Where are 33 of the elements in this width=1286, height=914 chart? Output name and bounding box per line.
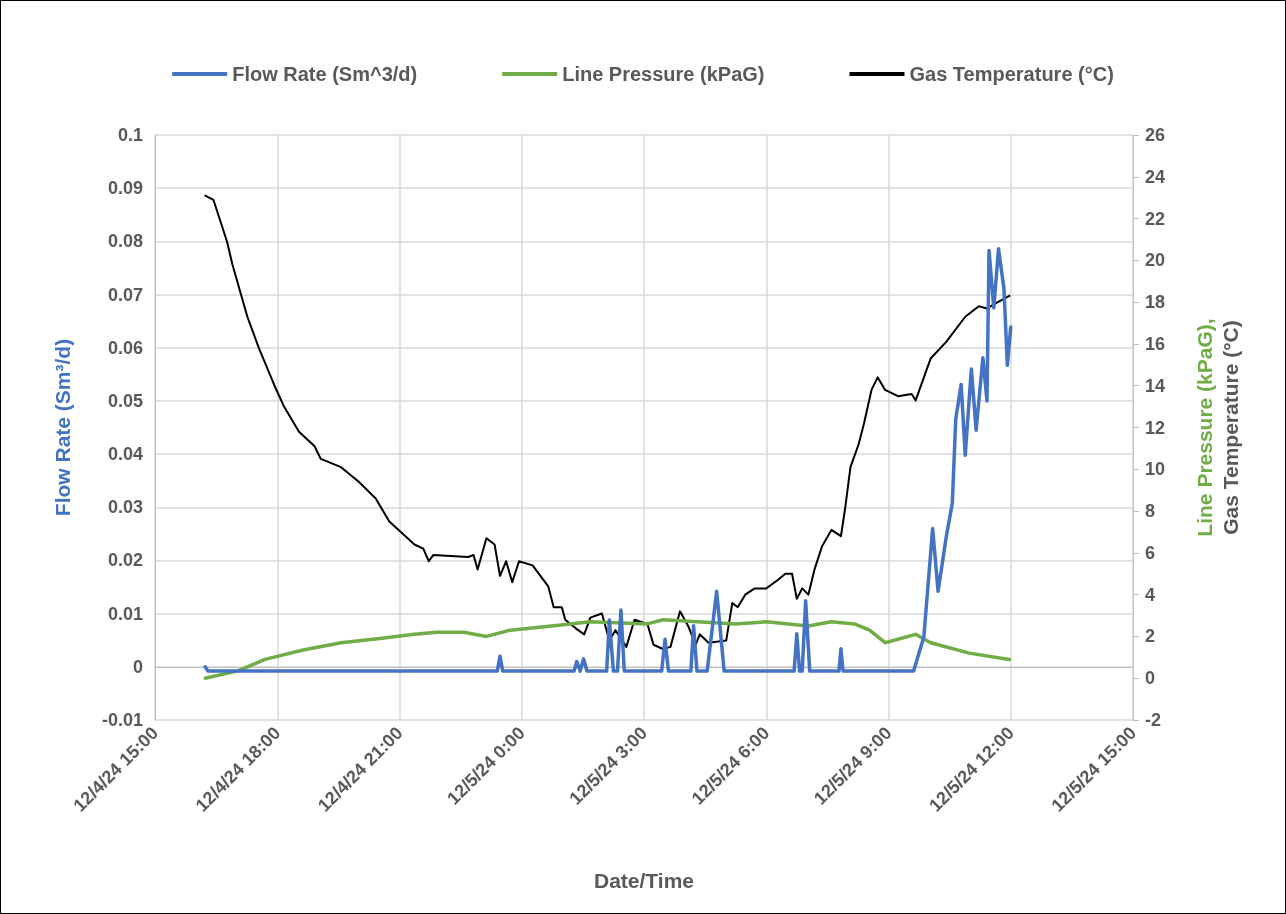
y-tick-label: 0.02 [107, 550, 143, 571]
y2-tick-label: 22 [1145, 208, 1166, 229]
y2-tick-label: 6 [1145, 542, 1156, 563]
y2-tick-label: 20 [1145, 250, 1166, 271]
y2-tick-label: 4 [1145, 584, 1156, 605]
y-tick-label: 0.01 [107, 603, 143, 624]
y2-tick-label: 26 [1145, 125, 1166, 145]
y-tick-label: -0.01 [101, 710, 143, 730]
y2-tick-label: 12 [1145, 417, 1166, 438]
y2-tick-label: -2 [1145, 710, 1162, 730]
y2-tick-label: 18 [1145, 292, 1166, 313]
y2-tick-label: 2 [1145, 626, 1156, 647]
y2-tick-label: 10 [1145, 459, 1166, 480]
legend-label: Gas Temperature (°C) [909, 63, 1114, 85]
legend-label: Flow Rate (Sm^3/d) [232, 63, 418, 85]
y-tick-label: 0.05 [107, 390, 143, 411]
legend-label: Line Pressure (kPaG) [562, 63, 765, 85]
y-tick-label: 0.1 [117, 125, 143, 145]
y-tick-label: 0.03 [107, 497, 143, 518]
y-tick-label: 0.04 [107, 444, 143, 465]
y2-tick-label: 24 [1145, 166, 1166, 187]
y-tick-label: 0.07 [107, 284, 143, 305]
y2-tick-label: 16 [1145, 333, 1166, 354]
y2-tick-label: 8 [1145, 501, 1156, 522]
y-tick-label: 0.06 [107, 337, 143, 358]
y2-tick-label: 14 [1145, 375, 1166, 396]
y-tick-label: 0.09 [107, 178, 143, 199]
y2-axis-title: Line Pressure (kPaG), Gas Temperature (°C) [1192, 318, 1242, 537]
y-axis-title: Flow Rate (Sm³/d) [51, 338, 74, 517]
y-tick-label: 0 [132, 656, 143, 677]
y-tick-label: 0.08 [107, 231, 143, 252]
y2-tick-label: 0 [1145, 668, 1156, 689]
x-axis-title: Date/Time [594, 869, 694, 892]
